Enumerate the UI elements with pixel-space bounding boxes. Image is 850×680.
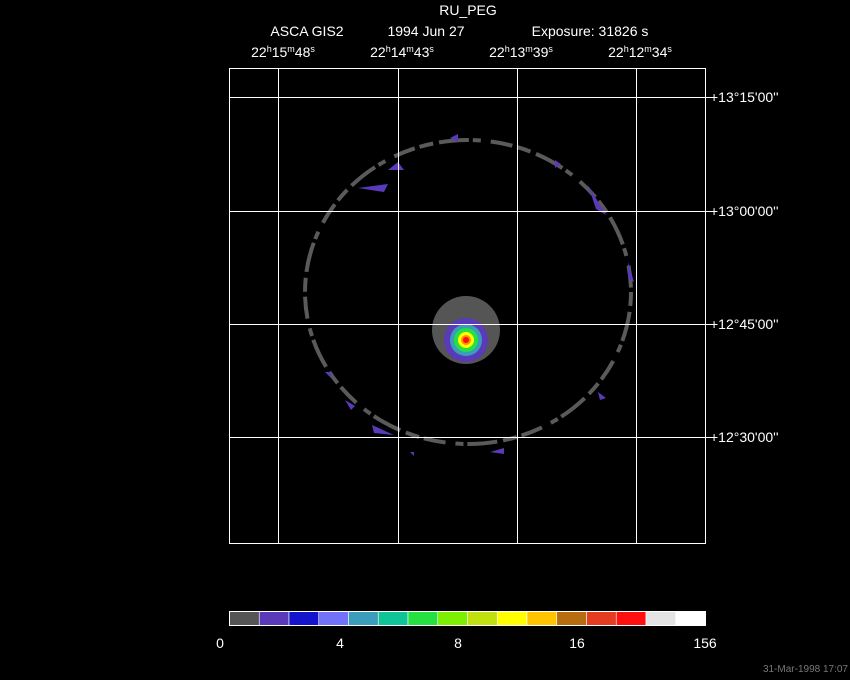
- ra-value: 14: [391, 44, 407, 60]
- colorbar-swatch: [675, 611, 706, 626]
- ra-unit: m: [644, 44, 652, 54]
- ra-value: 22: [251, 44, 267, 60]
- colorbar-frame: [229, 611, 706, 626]
- ra-unit: h: [505, 44, 510, 54]
- colorbar-swatch: [526, 611, 558, 626]
- colorbar-swatch: [318, 611, 349, 626]
- ra-value: 34: [652, 44, 668, 60]
- detector-ring: [303, 138, 633, 446]
- ra-value: 13: [510, 44, 526, 60]
- ra-unit: m: [406, 44, 414, 54]
- ra-unit: s: [667, 44, 672, 54]
- colorbar-swatch: [496, 611, 528, 626]
- sky-image: [303, 134, 634, 456]
- ra-value: 22: [370, 44, 386, 60]
- ra-label: 22h15m48s: [251, 44, 315, 60]
- ra-value: 43: [414, 44, 430, 60]
- instrument: ASCA GIS2: [270, 23, 343, 39]
- ra-value: 39: [533, 44, 549, 60]
- timestamp: 31-Mar-1998 17:07: [763, 664, 848, 675]
- colorbar-label: 0: [216, 635, 224, 651]
- colorbar-swatch: [377, 611, 409, 626]
- colorbar-swatch: [229, 611, 260, 626]
- title: RU_PEG: [439, 2, 497, 18]
- ra-label: 22h12m34s: [608, 44, 672, 60]
- colorbar-swatch: [556, 611, 587, 626]
- exposure: Exposure: 31826 s: [532, 23, 649, 39]
- ra-unit: s: [548, 44, 553, 54]
- image-frame: [229, 68, 706, 544]
- colorbar-label: 4: [336, 635, 344, 651]
- dec-label: +13°15'00'': [710, 89, 779, 105]
- ra-unit: h: [386, 44, 391, 54]
- ra-unit: m: [525, 44, 533, 54]
- ra-unit: s: [429, 44, 434, 54]
- colorbar-swatch: [288, 611, 320, 626]
- coordinate-grid: [229, 68, 712, 544]
- source-core: [463, 337, 469, 343]
- ra-unit: s: [310, 44, 315, 54]
- colorbar-label: 156: [693, 635, 717, 651]
- colorbar-swatch: [467, 611, 498, 626]
- colorbar: [229, 611, 706, 626]
- colorbar-swatch: [258, 611, 290, 626]
- ra-value: 22: [489, 44, 505, 60]
- ra-value: 12: [629, 44, 645, 60]
- ra-value: 22: [608, 44, 624, 60]
- ra-value: 48: [295, 44, 311, 60]
- ra-label: 22h14m43s: [370, 44, 434, 60]
- dec-label: +13°00'00'': [710, 203, 779, 219]
- edge-features: [325, 134, 634, 456]
- ra-unit: m: [287, 44, 295, 54]
- colorbar-label: 8: [454, 635, 462, 651]
- colorbar-swatch: [645, 611, 677, 626]
- date: 1994 Jun 27: [387, 23, 464, 39]
- colorbar-swatch: [586, 611, 617, 626]
- dec-label: +12°45'00'': [710, 316, 779, 332]
- colorbar-swatch: [407, 611, 439, 626]
- ra-label: 22h13m39s: [489, 44, 553, 60]
- ra-unit: h: [624, 44, 629, 54]
- dec-label: +12°30'00'': [710, 429, 779, 445]
- colorbar-swatch: [348, 611, 379, 626]
- colorbar-swatch: [615, 611, 647, 626]
- colorbar-label: 16: [569, 635, 585, 651]
- ra-unit: h: [267, 44, 272, 54]
- colorbar-swatch: [437, 611, 468, 626]
- ra-value: 15: [272, 44, 288, 60]
